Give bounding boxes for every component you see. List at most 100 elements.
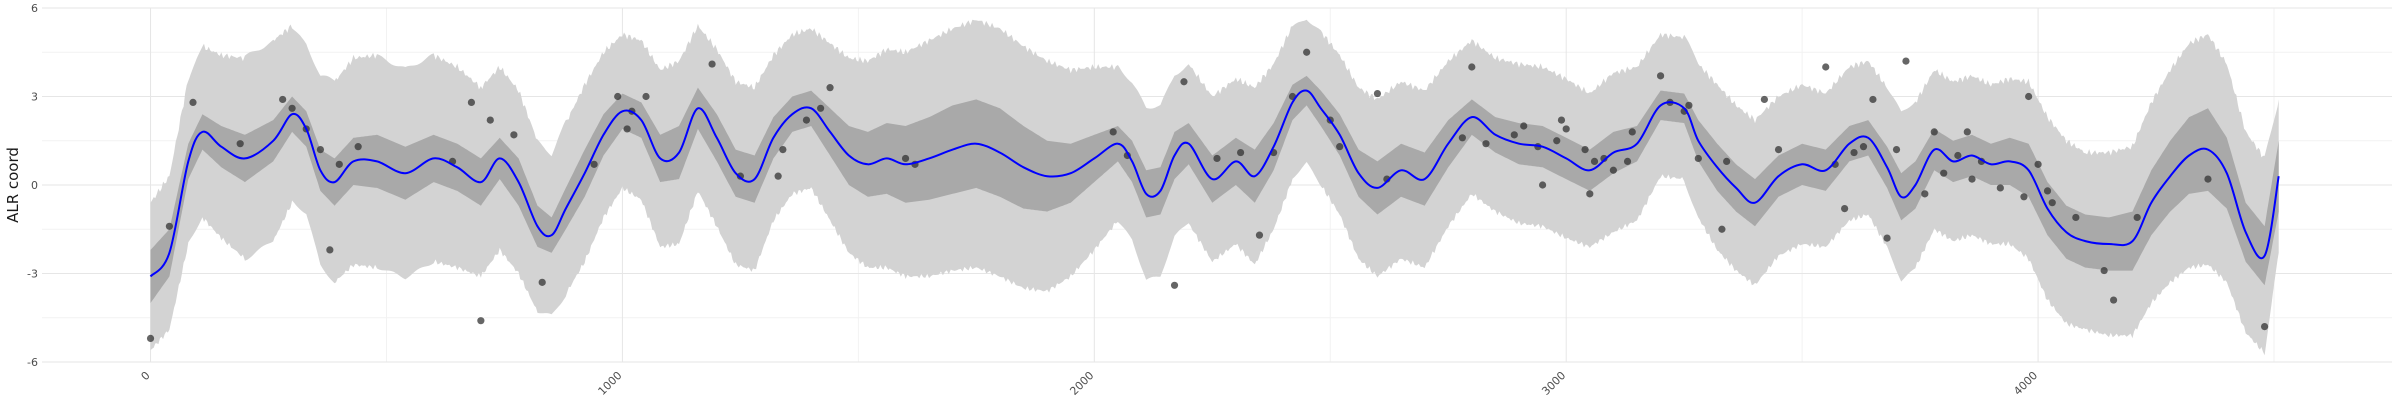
data-point bbox=[1883, 234, 1891, 242]
data-point bbox=[1656, 72, 1665, 80]
data-point bbox=[1180, 78, 1188, 86]
data-point bbox=[2025, 92, 2033, 101]
data-point bbox=[1963, 128, 1971, 136]
data-point bbox=[1954, 151, 1962, 160]
data-point bbox=[1557, 116, 1566, 124]
y-tick-label: 3 bbox=[31, 91, 38, 104]
data-point bbox=[1553, 137, 1561, 145]
data-point bbox=[1109, 128, 1117, 136]
data-point bbox=[1685, 101, 1693, 109]
x-tick-label: 2000 bbox=[1067, 369, 1096, 398]
data-point bbox=[354, 143, 362, 151]
data-point bbox=[1510, 131, 1518, 139]
observation-points bbox=[146, 48, 2269, 342]
data-point bbox=[642, 92, 650, 101]
data-point bbox=[1336, 143, 1344, 151]
data-point bbox=[1921, 190, 1929, 198]
data-point bbox=[486, 116, 494, 124]
x-tick-label: 4000 bbox=[2011, 369, 2040, 398]
data-point bbox=[2034, 160, 2042, 168]
x-axis-ticks: 0 1000 2000 3000 4000 bbox=[139, 369, 2041, 398]
data-point bbox=[614, 92, 622, 101]
data-point bbox=[1723, 157, 1731, 165]
data-point bbox=[2204, 175, 2212, 183]
y-axis-ticks: -6 -3 0 3 6 bbox=[27, 2, 38, 369]
data-point bbox=[901, 154, 910, 163]
inner-uncertainty-band bbox=[150, 75, 2279, 304]
data-point bbox=[510, 131, 518, 139]
data-point bbox=[2100, 266, 2108, 275]
data-point bbox=[1628, 128, 1636, 136]
data-point bbox=[2043, 187, 2052, 195]
data-point bbox=[326, 246, 334, 254]
data-point bbox=[1822, 63, 1830, 71]
data-point bbox=[590, 160, 598, 168]
data-point bbox=[1170, 281, 1179, 289]
data-point bbox=[1940, 169, 1948, 177]
data-point bbox=[2020, 193, 2028, 201]
data-point bbox=[623, 125, 631, 133]
data-point bbox=[2260, 323, 2269, 331]
data-point bbox=[1996, 184, 2004, 192]
data-point bbox=[279, 95, 287, 104]
data-point bbox=[1841, 205, 1849, 213]
data-point bbox=[1694, 154, 1702, 163]
data-point bbox=[1623, 157, 1632, 165]
x-tick-label: 1000 bbox=[596, 369, 625, 398]
data-point bbox=[165, 222, 174, 230]
data-point bbox=[1581, 146, 1589, 154]
data-point bbox=[774, 172, 782, 180]
data-point bbox=[826, 84, 834, 92]
data-point bbox=[1590, 157, 1599, 165]
data-point bbox=[1760, 95, 1768, 104]
y-tick-label: 0 bbox=[31, 179, 38, 192]
data-point bbox=[2109, 296, 2118, 304]
data-point bbox=[477, 317, 485, 325]
data-point bbox=[802, 116, 811, 124]
data-point bbox=[1869, 95, 1877, 104]
data-point bbox=[1859, 143, 1868, 151]
data-point bbox=[708, 60, 716, 68]
data-point bbox=[1520, 122, 1528, 130]
data-point bbox=[1586, 190, 1594, 198]
y-axis-title: ALR coord bbox=[4, 147, 22, 223]
data-point bbox=[1482, 140, 1490, 148]
data-point bbox=[316, 146, 325, 154]
data-point bbox=[538, 278, 546, 286]
data-point bbox=[779, 146, 787, 154]
data-point bbox=[335, 160, 343, 168]
data-point bbox=[1968, 175, 1976, 183]
data-point bbox=[1892, 146, 1901, 154]
data-point bbox=[467, 98, 476, 106]
data-point bbox=[288, 104, 296, 112]
data-point bbox=[1468, 63, 1476, 71]
data-point bbox=[1902, 57, 1910, 65]
data-point bbox=[146, 334, 155, 342]
y-tick-label: 6 bbox=[31, 2, 38, 15]
data-point bbox=[2133, 213, 2141, 222]
data-point bbox=[736, 172, 744, 180]
data-point bbox=[1303, 48, 1311, 56]
data-point bbox=[1600, 154, 1608, 163]
data-point bbox=[1609, 166, 1617, 174]
data-point bbox=[1718, 225, 1726, 233]
data-point bbox=[1458, 134, 1466, 142]
x-tick-label: 3000 bbox=[1539, 369, 1568, 398]
data-point bbox=[1850, 148, 1858, 157]
data-point bbox=[2072, 213, 2080, 222]
data-point bbox=[1539, 181, 1547, 189]
data-point bbox=[1562, 125, 1570, 133]
y-tick-label: -3 bbox=[27, 268, 38, 281]
data-point bbox=[1236, 148, 1245, 157]
x-tick-label: 0 bbox=[139, 369, 153, 383]
y-tick-label: -6 bbox=[27, 356, 38, 369]
data-point bbox=[1930, 128, 1938, 136]
data-point bbox=[2048, 199, 2056, 207]
data-point bbox=[1774, 146, 1783, 154]
data-point bbox=[236, 140, 244, 148]
data-point bbox=[1213, 154, 1221, 163]
mean-curve-line bbox=[149, 89, 2280, 278]
data-point bbox=[817, 104, 825, 112]
data-point bbox=[189, 98, 197, 106]
